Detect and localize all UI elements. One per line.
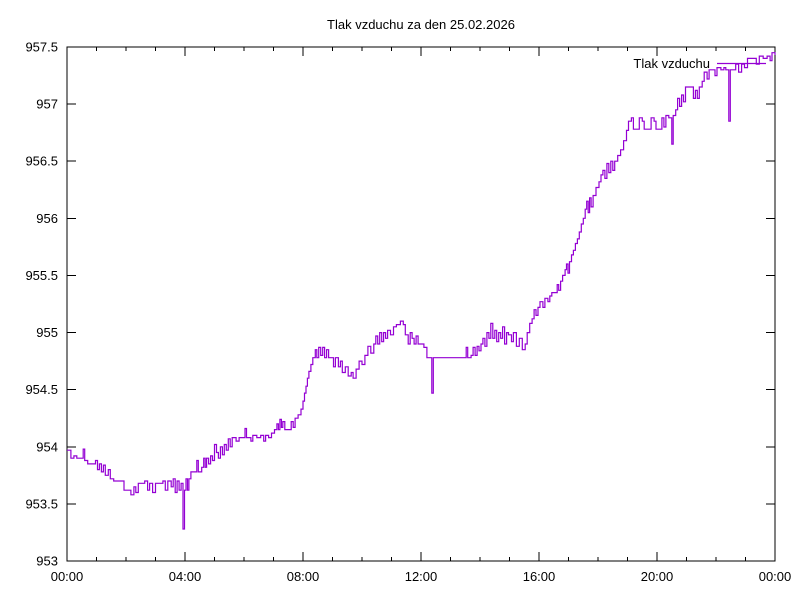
x-axis-tick-label: 04:00 [169,569,202,584]
y-axis-tick-label: 953 [36,554,58,569]
x-axis-tick-label: 20:00 [641,569,674,584]
x-axis-tick-label: 08:00 [287,569,320,584]
x-axis-tick-label: 12:00 [405,569,438,584]
y-axis-tick-label: 954 [36,439,58,454]
y-axis-tick-label: 953.5 [25,496,58,511]
y-axis-tick-label: 955 [36,325,58,340]
y-axis-tick-label: 954.5 [25,382,58,397]
x-axis-tick-label: 00:00 [759,569,792,584]
y-axis-tick-label: 956 [36,211,58,226]
x-axis-tick-label: 16:00 [523,569,556,584]
legend-label: Tlak vzduchu [633,56,710,71]
y-axis-tick-label: 957.5 [25,40,58,55]
chart-title: Tlak vzduchu za den 25.02.2026 [327,17,515,32]
x-axis-tick-label: 00:00 [51,569,84,584]
pressure-line [67,52,776,530]
y-axis-tick-label: 957 [36,97,58,112]
y-axis-tick-label: 955.5 [25,268,58,283]
y-axis-tick-label: 956.5 [25,154,58,169]
